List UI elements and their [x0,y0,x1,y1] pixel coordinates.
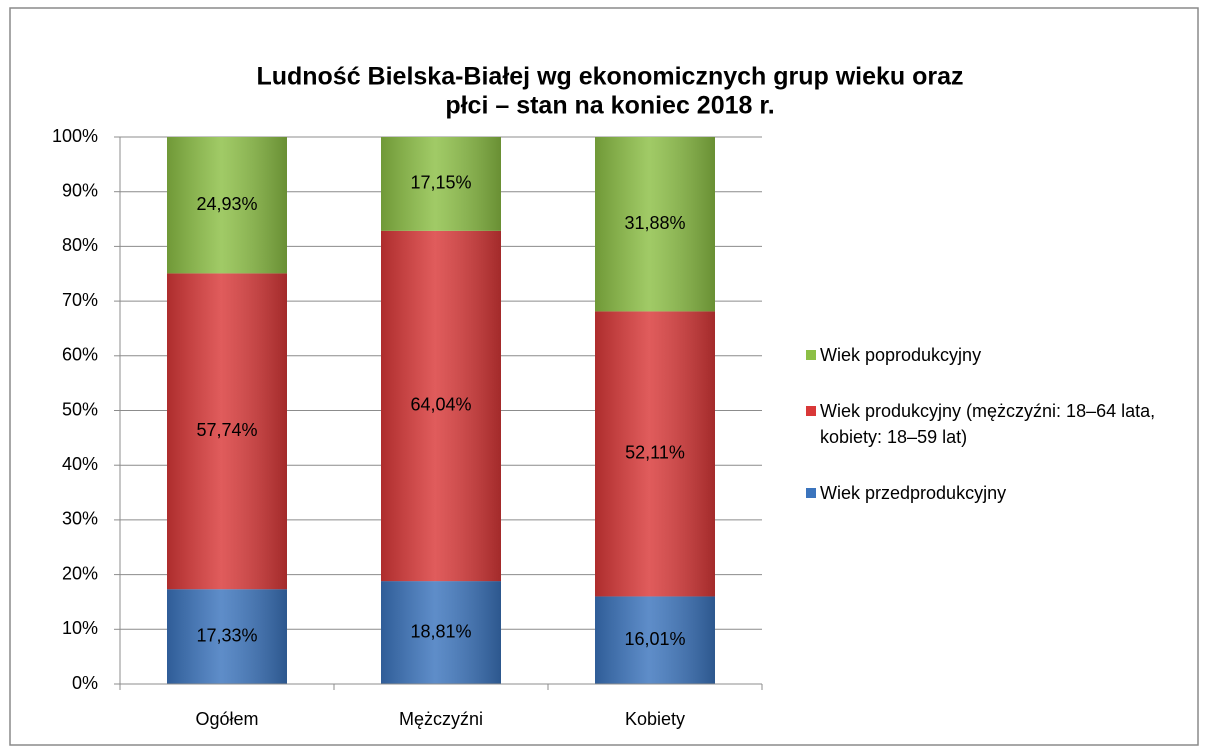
y-tick-label: 0% [72,673,98,693]
x-tick-label: Ogółem [195,709,258,729]
legend-swatch [806,350,816,360]
data-label: 57,74% [196,420,257,440]
data-label: 18,81% [410,621,471,641]
y-tick-label: 80% [62,235,98,255]
bar-shade [167,137,287,274]
y-tick-label: 100% [52,126,98,146]
data-label: 31,88% [624,213,685,233]
x-tick-label: Mężczyźni [399,709,483,729]
legend-item: Wiek poprodukcyjny [806,342,1186,368]
y-tick-label: 20% [62,563,98,583]
chart-title: Ludność Bielska-Białej wg ekonomicznych … [256,63,963,91]
bar-shade [595,137,715,312]
data-label: 17,15% [410,173,471,193]
y-tick-label: 30% [62,509,98,529]
data-label: 52,11% [625,443,685,463]
chart-title: płci – stan na koniec 2018 r. [445,92,774,120]
bar-shade [167,273,287,590]
bar-shade [595,596,715,684]
y-tick-label: 70% [62,290,98,310]
y-tick-label: 10% [62,618,98,638]
y-tick-label: 90% [62,180,98,200]
x-tick-label: Kobiety [625,709,685,729]
data-label: 16,01% [624,629,685,649]
bar-shade [381,137,501,231]
legend-item: Wiek produkcyjny (mężczyźni: 18–64 lata,… [806,398,1186,450]
data-label: 64,04% [410,395,471,415]
legend-label: Wiek poprodukcyjny [820,345,982,365]
y-tick-label: 60% [62,345,98,365]
data-label: 24,93% [196,194,257,214]
data-label: 17,33% [196,625,257,645]
legend-label: Wiek przedprodukcyjny [820,483,1007,503]
bar-shade [381,581,501,684]
legend-swatch [806,406,816,416]
legend-label: Wiek produkcyjny (mężczyźni: 18–64 lata,… [820,401,1156,447]
bar-shade [595,311,715,597]
y-tick-label: 50% [62,399,98,419]
legend-item: Wiek przedprodukcyjny [806,480,1186,506]
y-tick-label: 40% [62,454,98,474]
legend-swatch [806,488,816,498]
bar-shade [381,230,501,582]
bar-shade [167,589,287,684]
